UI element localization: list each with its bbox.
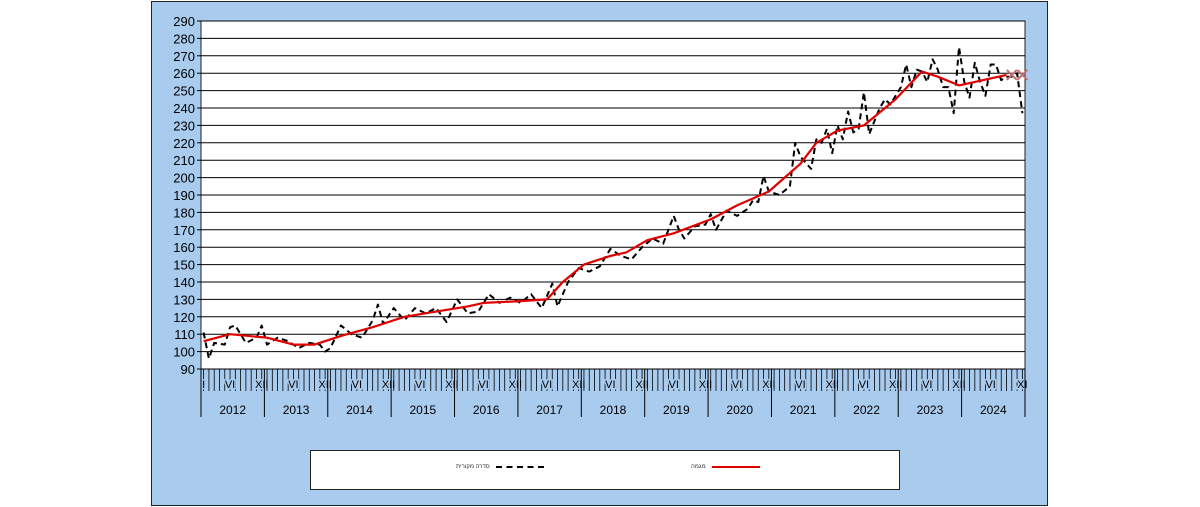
y-tick-label: 240	[173, 101, 195, 116]
forecast-x-marker	[1006, 69, 1018, 81]
y-tick-label: 270	[173, 49, 195, 64]
month-tick-label: VI	[415, 379, 425, 391]
series-line-trend	[203, 70, 1007, 346]
month-tick-label: XII	[635, 379, 648, 391]
y-tick-label: 290	[173, 14, 195, 29]
year-label: 2017	[536, 403, 563, 417]
year-label: 2020	[726, 403, 753, 417]
month-tick-label: XI	[1017, 379, 1027, 391]
legend-swatch-solid	[711, 466, 760, 468]
marker-stroke	[1006, 69, 1018, 81]
month-tick-label: XII	[889, 379, 902, 391]
month-tick-label: VI	[795, 379, 805, 391]
month-tick-label: XII	[509, 379, 522, 391]
marker-stroke	[1016, 69, 1029, 81]
month-tick-label: VI	[225, 379, 235, 391]
month-tick-label: VI	[732, 379, 742, 391]
year-label: 2024	[980, 403, 1007, 417]
y-tick-label: 250	[173, 84, 195, 99]
year-label: 2013	[283, 403, 310, 417]
y-tick-label: 260	[173, 66, 195, 81]
month-tick-label: VI	[605, 379, 615, 391]
year-label: 2018	[600, 403, 627, 417]
year-label: 2014	[346, 403, 373, 417]
y-tick-label: 200	[173, 171, 195, 186]
month-tick-label: VI	[352, 379, 362, 391]
month-tick-label: VI	[859, 379, 869, 391]
month-tick-label: I	[202, 379, 205, 391]
y-tick-label: 130	[173, 292, 195, 307]
month-tick-label: XII	[952, 379, 965, 391]
y-tick-label: 110	[174, 327, 195, 342]
legend-swatch-dashed	[495, 466, 544, 468]
month-tick-label: VI	[542, 379, 552, 391]
y-tick-label: 180	[173, 205, 195, 220]
y-tick-label: 150	[173, 258, 195, 273]
year-label: 2021	[790, 403, 817, 417]
year-label: 2019	[663, 403, 690, 417]
month-tick-label: VI	[669, 379, 679, 391]
month-tick-label: XII	[382, 379, 395, 391]
year-label: 2016	[473, 403, 500, 417]
y-tick-label: 120	[173, 310, 195, 325]
y-tick-label: 140	[173, 275, 195, 290]
y-tick-label: 90	[181, 362, 195, 377]
legend-item-original: סדרה מקורית	[456, 464, 544, 470]
y-tick-label: 190	[173, 188, 195, 203]
year-label: 2015	[409, 403, 436, 417]
month-tick-label: VI	[985, 379, 995, 391]
month-tick-label: VI	[288, 379, 298, 391]
y-tick-label: 280	[173, 31, 195, 46]
month-tick-label: VI	[922, 379, 932, 391]
legend: סדרה מקורית מגמה	[310, 450, 900, 490]
month-tick-label: XII	[825, 379, 838, 391]
year-label: 2023	[917, 403, 944, 417]
year-label: 2012	[219, 403, 246, 417]
month-tick-label: XII	[255, 379, 268, 391]
month-tick-label: VI	[478, 379, 488, 391]
month-tick-label: XII	[318, 379, 331, 391]
month-tick-label: XII	[445, 379, 458, 391]
y-tick-label: 220	[173, 136, 195, 151]
y-tick-label: 230	[173, 118, 195, 133]
y-tick-label: 170	[173, 223, 195, 238]
forecast-x-marker	[1016, 69, 1029, 81]
legend-label-original: סדרה מקורית	[456, 464, 490, 470]
y-tick-label: 210	[173, 153, 195, 168]
month-tick-label: XII	[699, 379, 712, 391]
year-label: 2022	[853, 403, 880, 417]
legend-item-trend: מגמה	[691, 464, 760, 470]
y-tick-label: 100	[173, 345, 195, 360]
month-tick-label: XII	[762, 379, 775, 391]
month-tick-label: XII	[572, 379, 585, 391]
y-tick-label: 160	[173, 240, 195, 255]
legend-label-trend: מגמה	[691, 464, 706, 470]
